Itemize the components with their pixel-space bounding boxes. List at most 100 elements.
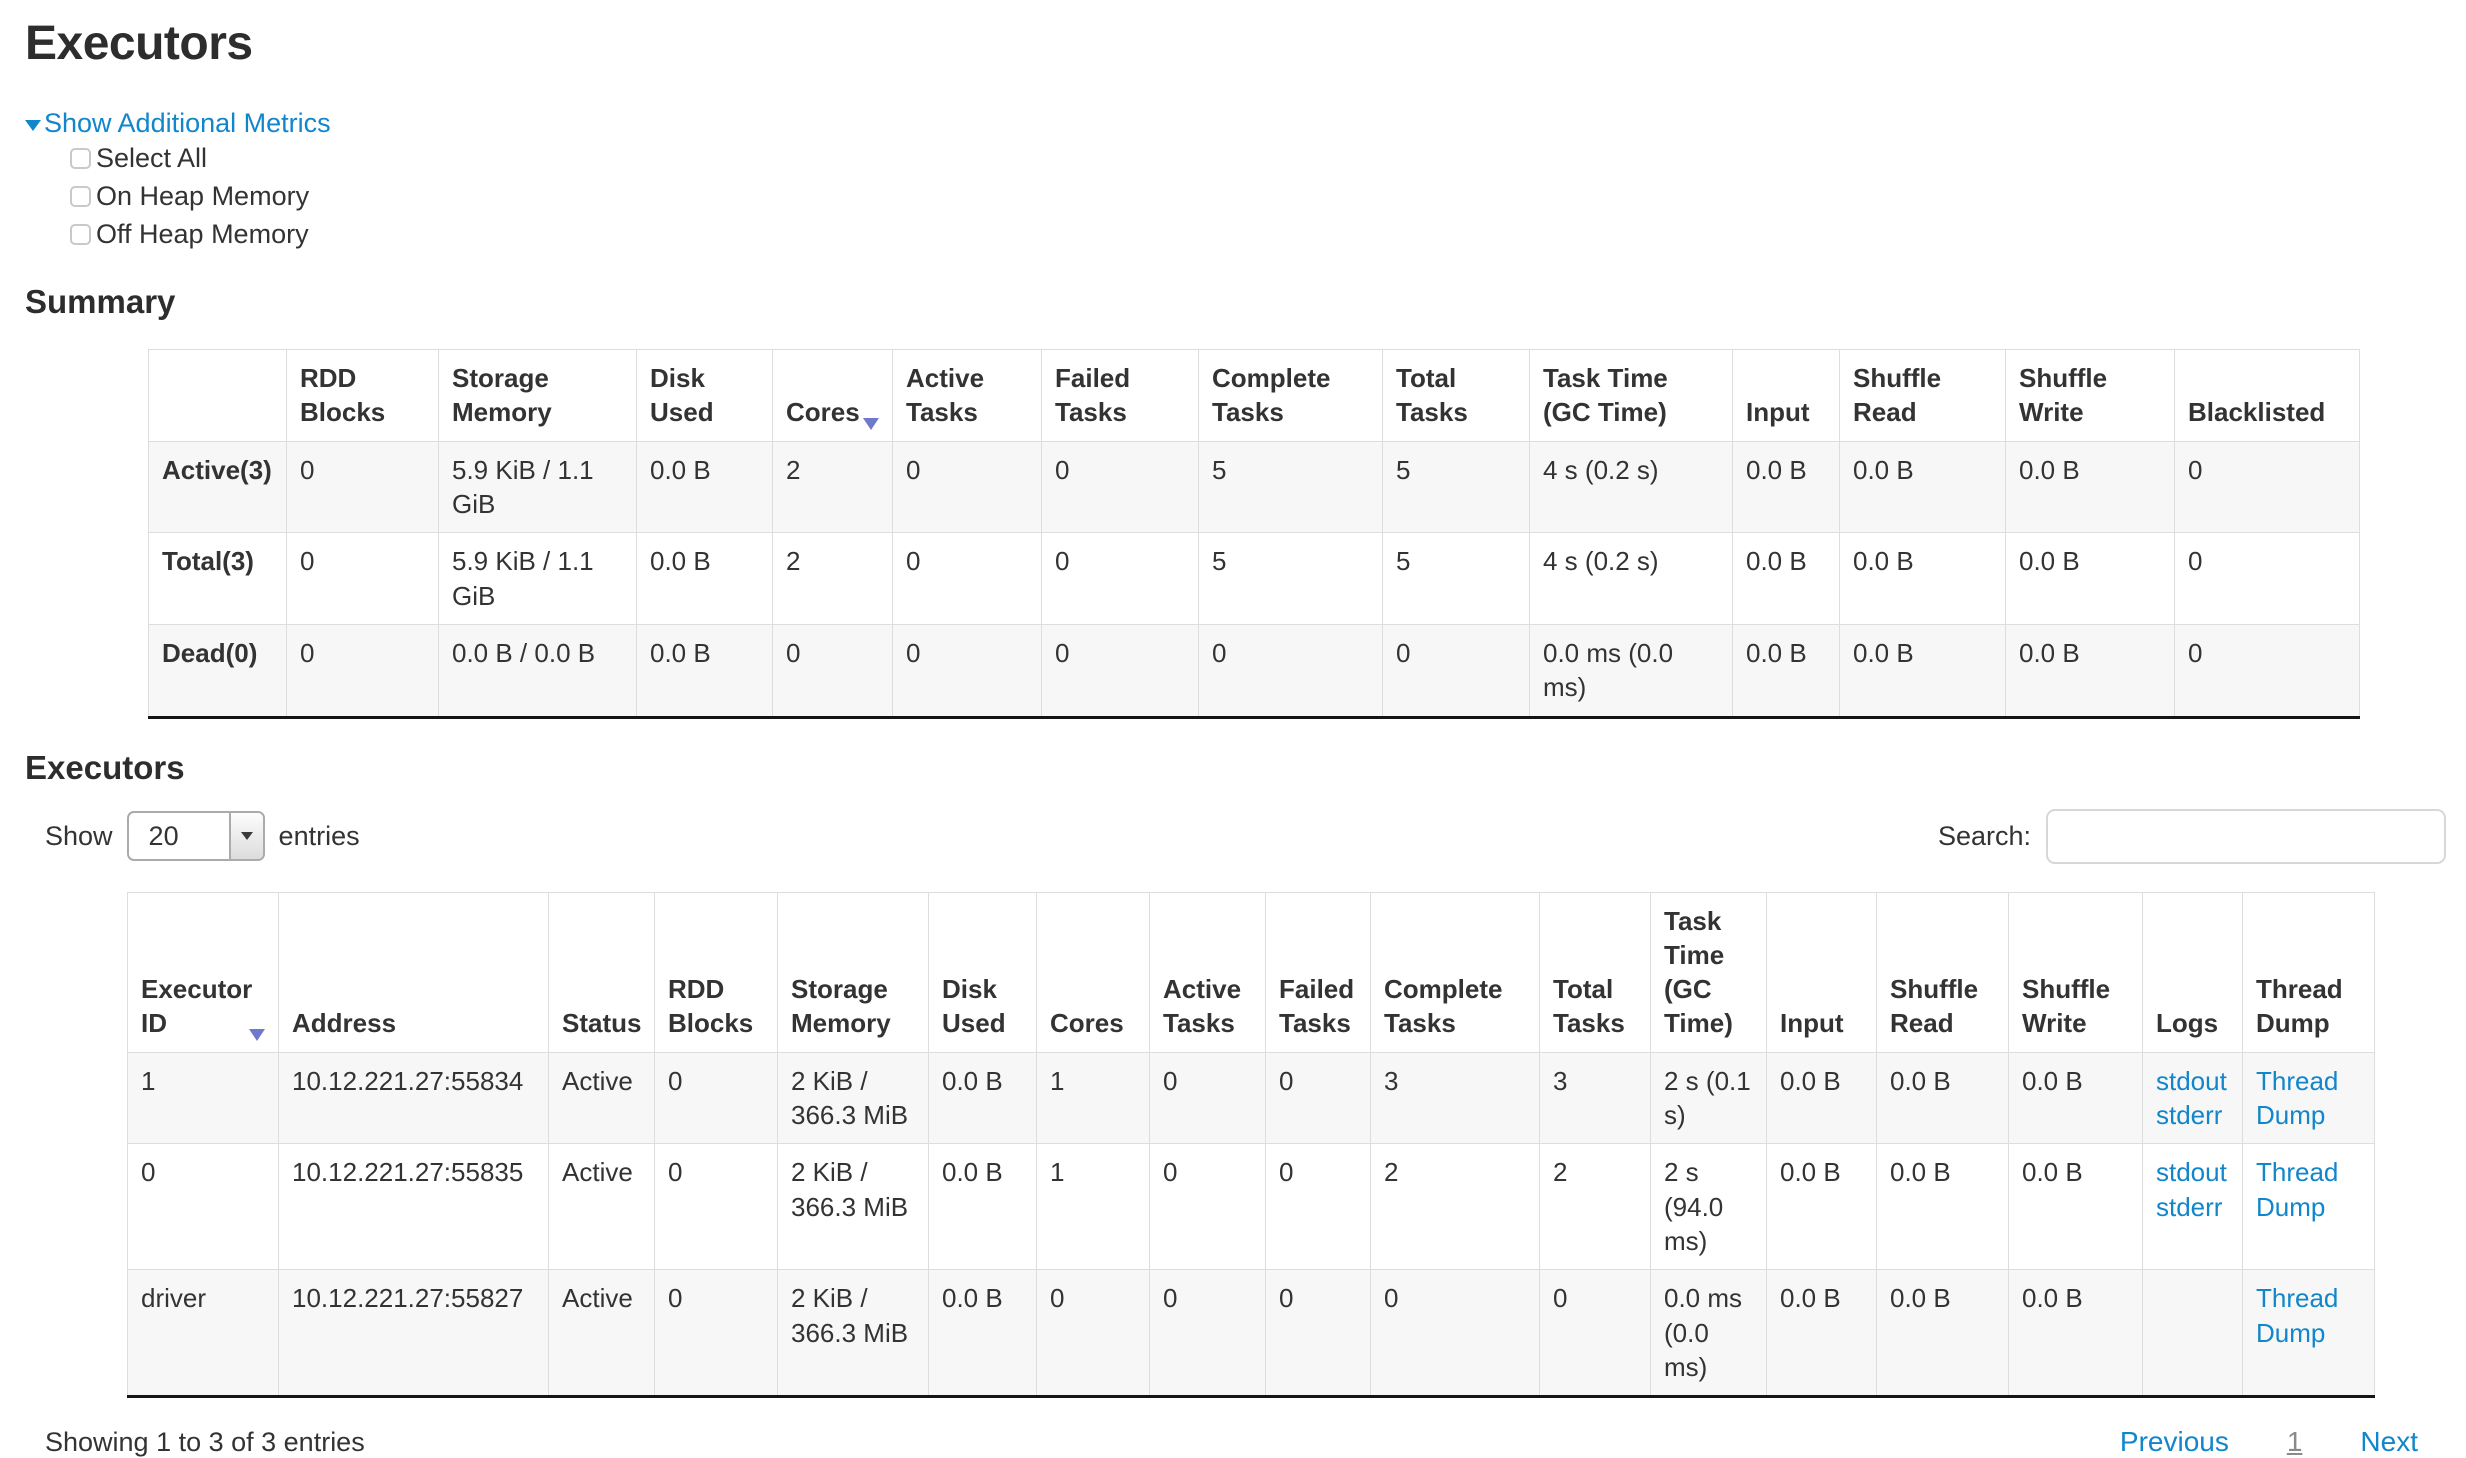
status-cell: Active bbox=[548, 1269, 655, 1398]
stderr-link[interactable]: stderr bbox=[2156, 1100, 2223, 1131]
stdout-link[interactable]: stdout bbox=[2156, 1157, 2227, 1188]
search-input[interactable] bbox=[2046, 808, 2446, 864]
disk-used-cell: 0.0 B bbox=[928, 1143, 1037, 1271]
previous-button[interactable]: Previous bbox=[2119, 1426, 2229, 1458]
summary-table: RDD Blocks Storage Memory Disk Used Core… bbox=[148, 349, 2360, 719]
col-shuffle-read[interactable]: Shuffle Read bbox=[1839, 349, 2006, 442]
shuffle-read-cell: 0.0 B bbox=[1839, 440, 2006, 534]
executor-row-0: 0 10.12.221.27:55835 Active 0 2 KiB / 36… bbox=[127, 1143, 2375, 1271]
total-tasks-cell: 5 bbox=[1382, 440, 1530, 534]
stderr-link[interactable]: stderr bbox=[2156, 1191, 2223, 1222]
col-task-time[interactable]: Task Time (GC Time) bbox=[1650, 891, 1767, 1053]
col-complete-tasks[interactable]: Complete Tasks bbox=[1198, 349, 1383, 442]
shuffle-write-cell: 0.0 B bbox=[2008, 1269, 2143, 1398]
col-shuffle-write[interactable]: Shuffle Write bbox=[2008, 891, 2143, 1053]
col-rdd-blocks[interactable]: RDD Blocks bbox=[654, 891, 778, 1053]
summary-header-row: RDD Blocks Storage Memory Disk Used Core… bbox=[148, 349, 2360, 442]
rdd-blocks-cell: 0 bbox=[654, 1051, 778, 1145]
total-tasks-cell: 0 bbox=[1539, 1269, 1651, 1398]
col-storage-memory[interactable]: Storage Memory bbox=[438, 349, 637, 442]
col-active-tasks[interactable]: Active Tasks bbox=[1149, 891, 1266, 1053]
col-cores[interactable]: Cores bbox=[1036, 891, 1150, 1053]
address-cell: 10.12.221.27:55835 bbox=[278, 1143, 549, 1271]
logs-cell: stdout stderr bbox=[2142, 1143, 2243, 1271]
col-status[interactable]: Status bbox=[548, 891, 655, 1053]
page-size-value: 20 bbox=[148, 820, 179, 851]
select-dropdown-button[interactable] bbox=[228, 813, 263, 859]
thread-dump-link[interactable]: Thread Dump bbox=[2256, 1157, 2339, 1222]
col-blacklisted[interactable]: Blacklisted bbox=[2174, 349, 2360, 442]
executors-header-row: Executor ID Address Status RDD Blocks St… bbox=[127, 891, 2375, 1053]
page-number-1[interactable]: 1 bbox=[2286, 1426, 2303, 1458]
cores-cell: 0 bbox=[1036, 1269, 1150, 1398]
col-failed-tasks[interactable]: Failed Tasks bbox=[1041, 349, 1199, 442]
on-heap-memory-checkbox[interactable] bbox=[70, 185, 91, 207]
col-total-tasks[interactable]: Total Tasks bbox=[1382, 349, 1530, 442]
show-additional-metrics-link[interactable]: Show Additional Metrics bbox=[25, 108, 331, 139]
shuffle-write-cell: 0.0 B bbox=[2005, 532, 2175, 625]
select-all-checkbox[interactable] bbox=[70, 147, 91, 169]
blacklisted-cell: 0 bbox=[2174, 532, 2360, 625]
shuffle-write-cell: 0.0 B bbox=[2008, 1143, 2143, 1271]
storage-memory-cell: 2 KiB / 366.3 MiB bbox=[777, 1143, 929, 1271]
rdd-blocks-cell: 0 bbox=[286, 532, 439, 625]
thread-dump-cell: Thread Dump bbox=[2242, 1051, 2375, 1145]
col-rdd-blocks[interactable]: RDD Blocks bbox=[286, 349, 439, 442]
col-shuffle-read[interactable]: Shuffle Read bbox=[1876, 891, 2009, 1053]
active-tasks-cell: 0 bbox=[1149, 1051, 1266, 1145]
col-task-time[interactable]: Task Time (GC Time) bbox=[1529, 349, 1733, 442]
stdout-link[interactable]: stdout bbox=[2156, 1065, 2227, 1096]
input-cell: 0.0 B bbox=[1766, 1143, 1877, 1271]
executor-id-cell: 1 bbox=[127, 1051, 279, 1145]
col-shuffle-write[interactable]: Shuffle Write bbox=[2005, 349, 2175, 442]
col-address[interactable]: Address bbox=[278, 891, 549, 1053]
rdd-blocks-cell: 0 bbox=[286, 623, 439, 718]
complete-tasks-cell: 2 bbox=[1370, 1143, 1540, 1271]
executors-table: Executor ID Address Status RDD Blocks St… bbox=[127, 891, 2375, 1399]
storage-memory-cell: 5.9 KiB / 1.1 GiB bbox=[438, 532, 637, 625]
active-tasks-cell: 0 bbox=[1149, 1269, 1266, 1398]
col-input[interactable]: Input bbox=[1766, 891, 1877, 1053]
col-failed-tasks[interactable]: Failed Tasks bbox=[1265, 891, 1371, 1053]
col-disk-used[interactable]: Disk Used bbox=[928, 891, 1037, 1053]
rdd-blocks-cell: 0 bbox=[286, 440, 439, 534]
page-size-select[interactable]: 20 bbox=[126, 811, 265, 861]
address-cell: 10.12.221.27:55834 bbox=[278, 1051, 549, 1145]
col-executor-id[interactable]: Executor ID bbox=[127, 891, 279, 1053]
col-storage-memory[interactable]: Storage Memory bbox=[777, 891, 929, 1053]
complete-tasks-cell: 3 bbox=[1370, 1051, 1540, 1145]
thread-dump-link[interactable]: Thread Dump bbox=[2256, 1065, 2339, 1131]
row-header-cell: Active(3) bbox=[148, 440, 287, 534]
task-time-cell: 2 s (0.1 s) bbox=[1650, 1051, 1767, 1145]
page-title: Executors bbox=[25, 17, 253, 70]
col-logs[interactable]: Logs bbox=[2142, 891, 2243, 1053]
next-button[interactable]: Next bbox=[2360, 1426, 2418, 1458]
col-input[interactable]: Input bbox=[1732, 349, 1840, 442]
failed-tasks-cell: 0 bbox=[1041, 623, 1199, 718]
col-cores[interactable]: Cores bbox=[772, 349, 893, 442]
col-thread-dump[interactable]: Thread Dump bbox=[2242, 891, 2375, 1053]
col-active-tasks[interactable]: Active Tasks bbox=[892, 349, 1042, 442]
task-time-cell: 0.0 ms (0.0 ms) bbox=[1650, 1269, 1767, 1398]
task-time-cell: 4 s (0.2 s) bbox=[1529, 532, 1733, 625]
task-time-cell: 4 s (0.2 s) bbox=[1529, 440, 1733, 534]
cores-cell: 2 bbox=[772, 532, 893, 625]
off-heap-memory-checkbox[interactable] bbox=[70, 223, 91, 245]
col-complete-tasks[interactable]: Complete Tasks bbox=[1370, 891, 1540, 1053]
checkbox-row-select-all: Select All bbox=[70, 139, 2466, 177]
summary-heading: Summary bbox=[25, 283, 176, 320]
failed-tasks-cell: 0 bbox=[1265, 1143, 1371, 1271]
thread-dump-link[interactable]: Thread Dump bbox=[2256, 1283, 2339, 1348]
additional-metrics-section: Show Additional Metrics Select All On He… bbox=[25, 105, 2466, 253]
disk-used-cell: 0.0 B bbox=[928, 1051, 1037, 1145]
col-disk-used[interactable]: Disk Used bbox=[636, 349, 773, 442]
col-total-tasks[interactable]: Total Tasks bbox=[1539, 891, 1651, 1053]
logs-cell bbox=[2142, 1269, 2243, 1398]
sort-desc-icon bbox=[863, 417, 879, 430]
shuffle-read-cell: 0.0 B bbox=[1876, 1143, 2009, 1271]
thread-dump-cell: Thread Dump bbox=[2242, 1269, 2375, 1398]
failed-tasks-cell: 0 bbox=[1041, 440, 1199, 534]
storage-memory-cell: 2 KiB / 366.3 MiB bbox=[777, 1269, 929, 1398]
input-cell: 0.0 B bbox=[1732, 532, 1840, 625]
